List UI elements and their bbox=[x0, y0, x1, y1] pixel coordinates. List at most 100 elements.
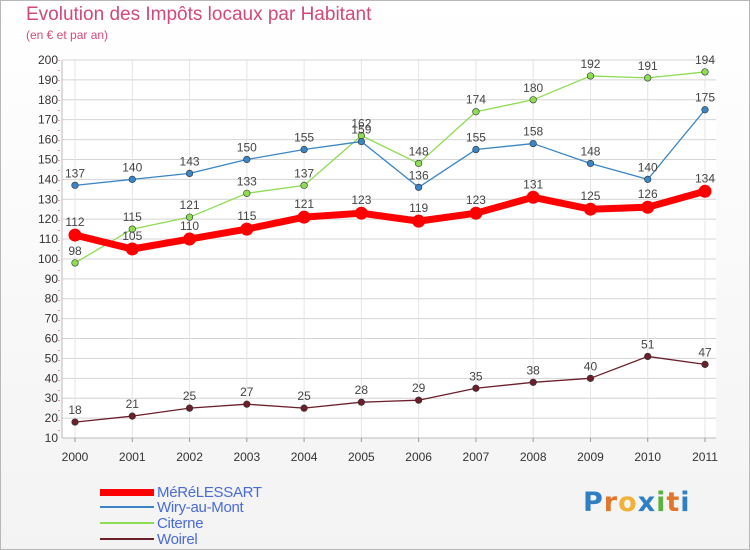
data-label: 21 bbox=[126, 397, 140, 411]
data-label: 155 bbox=[466, 131, 486, 145]
y-tick-label: 70 bbox=[45, 312, 59, 326]
data-label: 35 bbox=[469, 369, 483, 383]
data-point bbox=[357, 398, 365, 406]
data-label: 155 bbox=[294, 131, 314, 145]
data-label: 158 bbox=[523, 125, 543, 139]
data-point bbox=[354, 206, 368, 220]
y-tick-label: 110 bbox=[39, 232, 58, 246]
x-tick-label: 2002 bbox=[176, 450, 203, 464]
series-line-woirel bbox=[74, 355, 706, 423]
data-label: 148 bbox=[409, 144, 429, 158]
data-point bbox=[300, 145, 308, 154]
data-point bbox=[472, 108, 480, 116]
y-tick-label: 80 bbox=[45, 292, 59, 306]
y-tick-label: 50 bbox=[45, 351, 59, 365]
data-point bbox=[71, 418, 79, 426]
x-tick-label: 2006 bbox=[405, 450, 432, 464]
data-label: 134 bbox=[695, 171, 715, 185]
data-label: 105 bbox=[122, 229, 142, 243]
y-tick-label: 40 bbox=[45, 371, 59, 385]
legend-label: Citerne bbox=[157, 514, 204, 532]
data-label: 98 bbox=[68, 244, 82, 258]
data-point bbox=[68, 228, 82, 242]
data-label: 126 bbox=[638, 187, 658, 201]
legend-item-citerne: Citerne bbox=[100, 514, 204, 532]
data-point bbox=[644, 175, 652, 183]
data-label: 148 bbox=[580, 144, 600, 158]
data-label: 115 bbox=[237, 209, 256, 223]
data-point bbox=[472, 145, 480, 154]
data-label: 123 bbox=[351, 193, 371, 207]
data-label: 133 bbox=[237, 174, 257, 188]
data-label: 150 bbox=[237, 140, 257, 154]
data-point bbox=[243, 400, 251, 408]
data-point bbox=[586, 374, 595, 382]
data-point bbox=[415, 159, 423, 168]
x-tick-label: 2003 bbox=[233, 450, 260, 464]
plot-area bbox=[62, 60, 716, 438]
x-tick-label: 2001 bbox=[119, 450, 146, 464]
series-line-mérélessart bbox=[74, 187, 706, 253]
data-point bbox=[297, 210, 311, 224]
legend-swatch bbox=[100, 506, 154, 508]
data-point bbox=[698, 184, 712, 198]
data-label: 175 bbox=[695, 91, 715, 105]
data-label: 159 bbox=[351, 123, 371, 137]
data-label: 143 bbox=[180, 154, 200, 168]
data-label: 40 bbox=[584, 359, 598, 373]
y-tick-label: 170 bbox=[38, 113, 58, 127]
y-tick-label: 30 bbox=[45, 391, 59, 405]
data-label: 18 bbox=[68, 403, 82, 417]
data-point bbox=[415, 396, 423, 404]
data-point bbox=[586, 72, 595, 80]
x-tick-label: 2011 bbox=[692, 450, 718, 464]
y-tick-label: 120 bbox=[38, 212, 58, 226]
data-point bbox=[644, 74, 652, 82]
data-point bbox=[641, 200, 655, 214]
data-label: 25 bbox=[183, 389, 197, 403]
series-line-citerne bbox=[74, 71, 706, 264]
data-point bbox=[71, 181, 79, 189]
legend-item-woirel: Woirel bbox=[100, 531, 198, 548]
data-point bbox=[243, 155, 251, 164]
data-point bbox=[472, 384, 480, 392]
data-point bbox=[529, 139, 537, 148]
data-point bbox=[415, 183, 423, 191]
x-tick-label: 2009 bbox=[577, 450, 604, 464]
legend-item-wiry-au-mont: Wiry-au-Mont bbox=[100, 499, 244, 516]
data-point bbox=[644, 352, 652, 361]
data-point bbox=[185, 169, 194, 177]
legend-swatch bbox=[100, 522, 154, 524]
data-point bbox=[529, 96, 537, 104]
data-label: 137 bbox=[65, 166, 85, 180]
data-point bbox=[128, 225, 136, 233]
y-tick-label: 140 bbox=[38, 172, 58, 186]
data-label: 131 bbox=[523, 177, 543, 191]
y-tick-label: 90 bbox=[45, 272, 59, 286]
y-tick-label: 130 bbox=[38, 192, 58, 206]
data-label: 137 bbox=[294, 166, 314, 180]
data-point bbox=[183, 232, 197, 246]
x-tick-label: 2004 bbox=[291, 450, 318, 464]
data-label: 112 bbox=[65, 215, 84, 229]
data-label: 121 bbox=[294, 197, 314, 211]
data-point bbox=[701, 106, 709, 114]
y-tick-label: 20 bbox=[45, 411, 59, 425]
data-label: 136 bbox=[409, 168, 429, 182]
data-label: 38 bbox=[527, 363, 541, 377]
x-tick-label: 2008 bbox=[520, 450, 547, 464]
data-label: 29 bbox=[412, 381, 426, 395]
series-line-wiry-au-mont bbox=[74, 109, 706, 188]
data-point bbox=[185, 404, 194, 412]
data-label: 174 bbox=[466, 93, 486, 107]
y-tick-label: 10 bbox=[45, 431, 59, 445]
legend-swatch bbox=[100, 538, 154, 540]
data-label: 191 bbox=[638, 59, 658, 73]
data-point bbox=[71, 259, 79, 267]
data-point bbox=[583, 202, 597, 216]
data-label: 140 bbox=[122, 160, 142, 174]
data-label: 110 bbox=[180, 219, 199, 233]
x-tick-label: 2000 bbox=[62, 450, 89, 464]
data-point bbox=[701, 360, 709, 368]
